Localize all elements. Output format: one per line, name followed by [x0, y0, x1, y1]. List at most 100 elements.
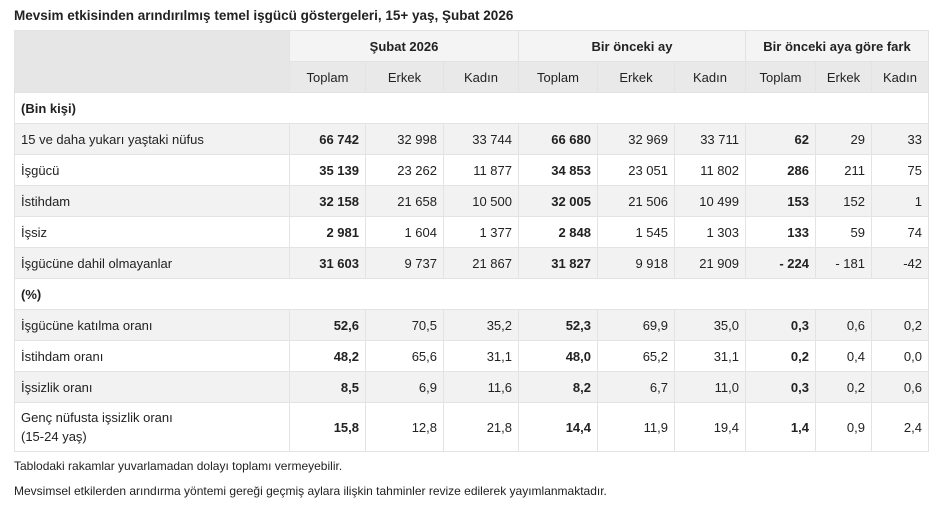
value-cell: 31 603	[289, 247, 366, 279]
value-cell: 1 545	[597, 216, 675, 248]
value-cell: 0,3	[745, 371, 816, 403]
value-cell: 65,6	[365, 340, 444, 372]
table-title: Mevsim etkisinden arındırılmış temel işg…	[14, 8, 514, 23]
value-cell: 11,0	[674, 371, 746, 403]
labour-indicators-table: Şubat 2026 Bir önceki ay Bir önceki aya …	[14, 30, 929, 452]
column-header: Toplam	[745, 61, 816, 93]
value-cell: 0,0	[871, 340, 929, 372]
section-row: (%)	[14, 278, 929, 310]
note: Tablodaki rakamlar yuvarlamadan dolayı t…	[14, 459, 343, 473]
value-cell: 15,8	[289, 402, 366, 452]
row-label: İşsizlik oranı	[14, 371, 290, 403]
section-label: (Bin kişi)	[14, 92, 929, 124]
value-cell: 21 506	[597, 185, 675, 217]
value-cell: 21,8	[443, 402, 519, 452]
column-header: Toplam	[289, 61, 366, 93]
table-row: İşgücü 35 139 23 262 11 877 34 853 23 051 11 8…	[14, 154, 929, 186]
note: Mevsimsel etkilerden arındırma yöntemi g…	[14, 484, 607, 498]
column-header: Kadın	[871, 61, 929, 93]
value-cell: 6,7	[597, 371, 675, 403]
value-cell: 9 737	[365, 247, 444, 279]
table-row: 15 ve daha yukarı yaştaki nüfus 66 742 32 …	[14, 123, 929, 155]
value-cell: 29	[815, 123, 872, 155]
value-cell: 32 969	[597, 123, 675, 155]
value-cell: - 181	[815, 247, 872, 279]
value-cell: 23 262	[365, 154, 444, 186]
group-header: Şubat 2026	[289, 30, 519, 62]
value-cell: 0,6	[871, 371, 929, 403]
value-cell: 75	[871, 154, 929, 186]
row-label-text: 15 ve daha yukarı yaştaki nüfus	[21, 131, 204, 147]
value-cell: -42	[871, 247, 929, 279]
row-label-text: İşsiz	[21, 224, 47, 240]
value-cell: 1,4	[745, 402, 816, 452]
row-label-text: İşgücü	[21, 162, 60, 178]
value-cell: 33 744	[443, 123, 519, 155]
column-header: Kadın	[674, 61, 746, 93]
value-cell: 1 377	[443, 216, 519, 248]
value-cell: 153	[745, 185, 816, 217]
row-label: İstihdam oranı	[14, 340, 290, 372]
value-cell: 1 604	[365, 216, 444, 248]
table-row: Genç nüfusta işsizlik oranı (15-24 yaş) 15…	[14, 402, 929, 452]
value-cell: 48,0	[518, 340, 598, 372]
column-header: Erkek	[815, 61, 872, 93]
row-label-text: İşsizlik oranı	[21, 379, 93, 395]
column-header: Kadın	[443, 61, 519, 93]
value-cell: 35,2	[443, 309, 519, 341]
row-label-text: İşgücüne dahil olmayanlar	[21, 255, 173, 271]
value-cell: 0,9	[815, 402, 872, 452]
column-header: Erkek	[365, 61, 444, 93]
value-cell: 10 499	[674, 185, 746, 217]
value-cell: 0,4	[815, 340, 872, 372]
value-cell: 0,6	[815, 309, 872, 341]
value-cell: 9 918	[597, 247, 675, 279]
row-label-sub: (15-24 yaş)	[21, 429, 87, 444]
row-label-text: Genç nüfusta işsizlik oranı	[21, 410, 173, 425]
value-cell: 21 658	[365, 185, 444, 217]
value-cell: 0,2	[815, 371, 872, 403]
value-cell: 286	[745, 154, 816, 186]
value-cell: 33	[871, 123, 929, 155]
value-cell: - 224	[745, 247, 816, 279]
value-cell: 69,9	[597, 309, 675, 341]
value-cell: 70,5	[365, 309, 444, 341]
value-cell: 66 680	[518, 123, 598, 155]
value-cell: 211	[815, 154, 872, 186]
value-cell: 65,2	[597, 340, 675, 372]
row-label: İşsiz	[14, 216, 290, 248]
value-cell: 66 742	[289, 123, 366, 155]
value-cell: 21 867	[443, 247, 519, 279]
value-cell: 21 909	[674, 247, 746, 279]
section-label: (%)	[14, 278, 929, 310]
value-cell: 59	[815, 216, 872, 248]
corner-header	[14, 30, 290, 93]
row-label: İşgücü	[14, 154, 290, 186]
table-row: İşgücüne dahil olmayanlar 31 603 9 737 21 8…	[14, 247, 929, 279]
value-cell: 6,9	[365, 371, 444, 403]
value-cell: 35 139	[289, 154, 366, 186]
table-row: İstihdam 32 158 21 658 10 500 32 005 21 506 10…	[14, 185, 929, 217]
value-cell: 11,9	[597, 402, 675, 452]
value-cell: 31,1	[674, 340, 746, 372]
column-header: Erkek	[597, 61, 675, 93]
column-header: Toplam	[518, 61, 598, 93]
value-cell: 2 981	[289, 216, 366, 248]
value-cell: 33 711	[674, 123, 746, 155]
value-cell: 10 500	[443, 185, 519, 217]
table-row: İstihdam oranı 48,2 65,6 31,1 48,0 65,2 31,1 0,…	[14, 340, 929, 372]
value-cell: 152	[815, 185, 872, 217]
value-cell: 2 848	[518, 216, 598, 248]
row-label-text: İstihdam	[21, 193, 71, 209]
table-row: İşgücüne katılma oranı 52,6 70,5 35,2 52,3 69…	[14, 309, 929, 341]
value-cell: 8,5	[289, 371, 366, 403]
value-cell: 0,3	[745, 309, 816, 341]
table-row: İşsizlik oranı 8,5 6,9 11,6 8,2 6,7 11,0 0,3 0,2…	[14, 371, 929, 403]
value-cell: 32 998	[365, 123, 444, 155]
row-label: 15 ve daha yukarı yaştaki nüfus	[14, 123, 290, 155]
value-cell: 32 158	[289, 185, 366, 217]
value-cell: 31,1	[443, 340, 519, 372]
row-label-text: İşgücüne katılma oranı	[21, 317, 153, 333]
value-cell: 14,4	[518, 402, 598, 452]
value-cell: 74	[871, 216, 929, 248]
